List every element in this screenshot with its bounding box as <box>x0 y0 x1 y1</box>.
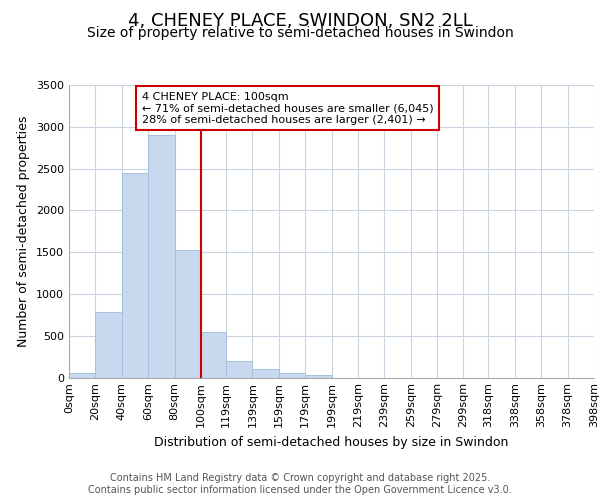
Bar <box>305 375 331 378</box>
Bar <box>122 173 148 378</box>
Bar <box>279 374 305 378</box>
Bar <box>148 135 175 378</box>
Text: 4 CHENEY PLACE: 100sqm
← 71% of semi-detached houses are smaller (6,045)
28% of : 4 CHENEY PLACE: 100sqm ← 71% of semi-det… <box>142 92 433 125</box>
Bar <box>253 369 279 378</box>
Bar <box>69 374 95 378</box>
Y-axis label: Number of semi-detached properties: Number of semi-detached properties <box>17 116 31 347</box>
Text: Contains HM Land Registry data © Crown copyright and database right 2025.
Contai: Contains HM Land Registry data © Crown c… <box>88 474 512 495</box>
X-axis label: Distribution of semi-detached houses by size in Swindon: Distribution of semi-detached houses by … <box>154 436 509 449</box>
Text: 4, CHENEY PLACE, SWINDON, SN2 2LL: 4, CHENEY PLACE, SWINDON, SN2 2LL <box>128 12 472 30</box>
Bar <box>226 361 253 378</box>
Bar <box>201 332 226 378</box>
Text: Size of property relative to semi-detached houses in Swindon: Size of property relative to semi-detach… <box>86 26 514 40</box>
Bar <box>95 312 122 378</box>
Bar <box>175 250 201 378</box>
